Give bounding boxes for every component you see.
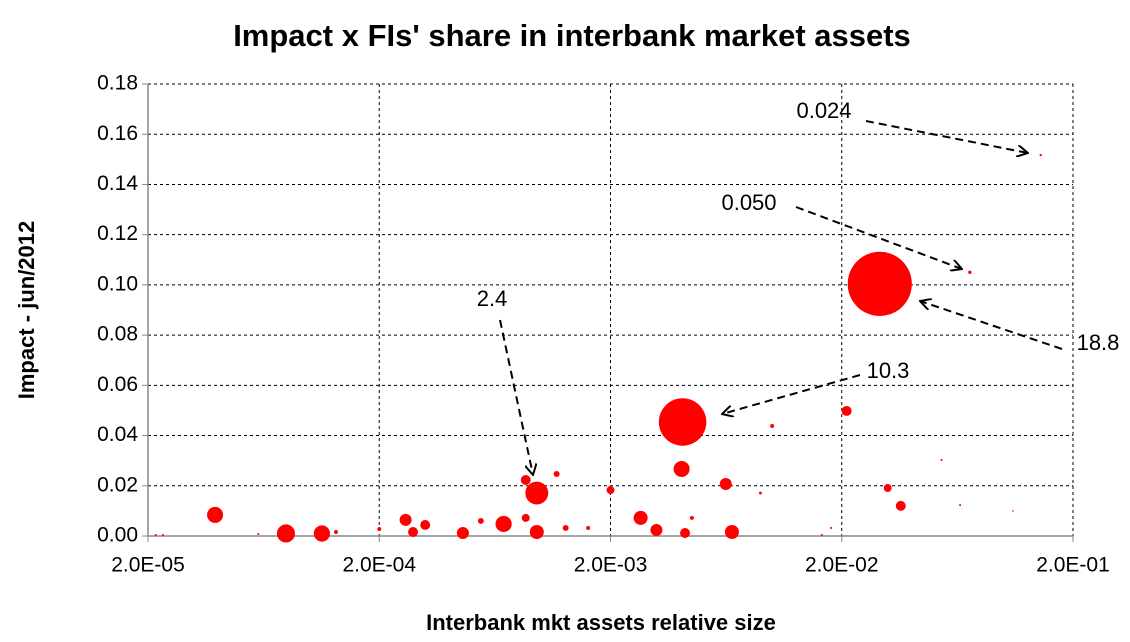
bubble [377,527,382,531]
annotation-arrow [865,120,1028,153]
y-axis-label: Impact - jun/2012 [14,221,39,400]
bubble [719,478,732,491]
y-tick-label: 0.16 [97,122,138,145]
x-axis-label: Interbank mkt assets relative size [426,610,776,635]
x-tick-label: 2.0E-05 [111,554,185,577]
annotation: 0.024 [796,98,851,123]
y-tick-label: 0.06 [97,373,138,396]
bubble [883,484,892,493]
bubble [673,460,690,477]
bubble [724,524,739,540]
bubble [276,524,296,543]
y-tick-label: 0.14 [97,172,138,195]
bubble [477,517,484,524]
bubble [650,523,663,536]
annotation-arrow [722,374,861,414]
bubble [529,524,544,540]
annotation: 10.3 [867,358,910,383]
annotation-arrow [499,319,533,475]
y-tick-label: 0.12 [97,222,138,245]
bubble [161,533,164,537]
annotation-arrow [920,301,1063,350]
bubble [495,515,512,533]
bubble [820,533,823,537]
bubble [841,405,852,416]
x-tick-label: 2.0E-02 [805,554,879,577]
bubble [770,424,775,428]
annotation: 2.4 [477,286,508,311]
y-tick-label: 0.04 [97,423,138,446]
bubble [521,513,530,522]
x-tick-label: 2.0E-01 [1036,554,1110,577]
bubble [959,504,962,507]
annotation-arrow [795,206,962,269]
bubble [940,458,943,461]
bubble [399,513,412,526]
bubble [207,506,224,523]
bubble [1039,153,1042,157]
bubble [658,398,707,446]
bubble [562,525,569,531]
bubble [456,526,469,539]
bubble [830,526,833,530]
bubble [520,475,531,485]
annotation: 18.8 [1077,330,1120,355]
bubble [1012,510,1014,512]
x-tick-label: 2.0E-03 [574,554,648,577]
chart-title: Impact x FIs' share in interbank market … [233,18,911,53]
annotation: 0.050 [721,190,776,215]
bubble [586,526,591,530]
bubble [633,510,648,525]
bubble [606,486,615,495]
bubble [154,533,157,537]
bubble [334,530,338,534]
y-tick-label: 0.10 [97,272,138,295]
bubble [420,519,431,530]
y-tick-label: 0.08 [97,323,138,346]
y-tick-label: 0.00 [97,524,138,547]
bubble [895,500,906,511]
y-tick-label: 0.02 [97,473,138,496]
y-tick-label: 0.18 [97,72,138,95]
bubble [680,528,690,538]
bubble [758,491,762,495]
bubble [525,481,549,505]
bubble [689,515,694,520]
x-tick-label: 2.0E-04 [342,554,416,577]
bubble [968,270,972,274]
bubble [553,471,560,477]
bubble [408,527,419,537]
bubble [847,251,912,316]
bubble [313,525,331,542]
bubble [257,532,260,536]
